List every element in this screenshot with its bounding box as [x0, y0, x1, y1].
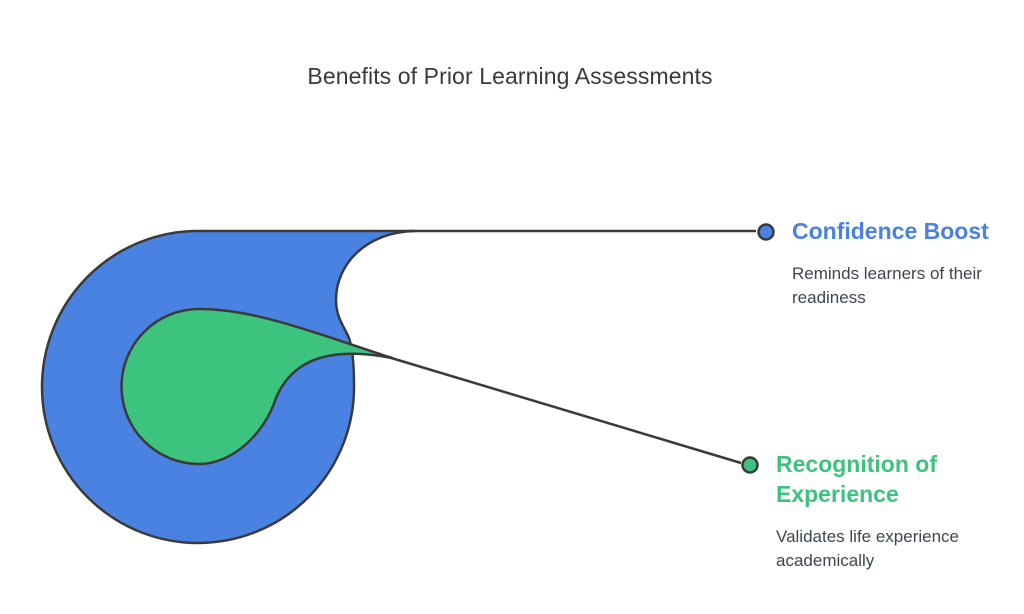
heading-confidence-boost: Confidence Boost	[792, 218, 989, 244]
inner-teardrop-shape	[120, 307, 394, 466]
description-recognition-of-experience: Validates life experience academically	[776, 527, 960, 570]
heading-recognition-of-experience: Recognition of Experience	[776, 451, 937, 507]
diagram-title: Benefits of Prior Learning Assessments	[307, 63, 713, 89]
dot-marker-confidence	[757, 223, 775, 241]
connector-line-recognition	[387, 355, 742, 465]
description-confidence-boost: Reminds learners of their readiness	[792, 264, 982, 307]
dot-marker-recognition	[741, 456, 759, 474]
